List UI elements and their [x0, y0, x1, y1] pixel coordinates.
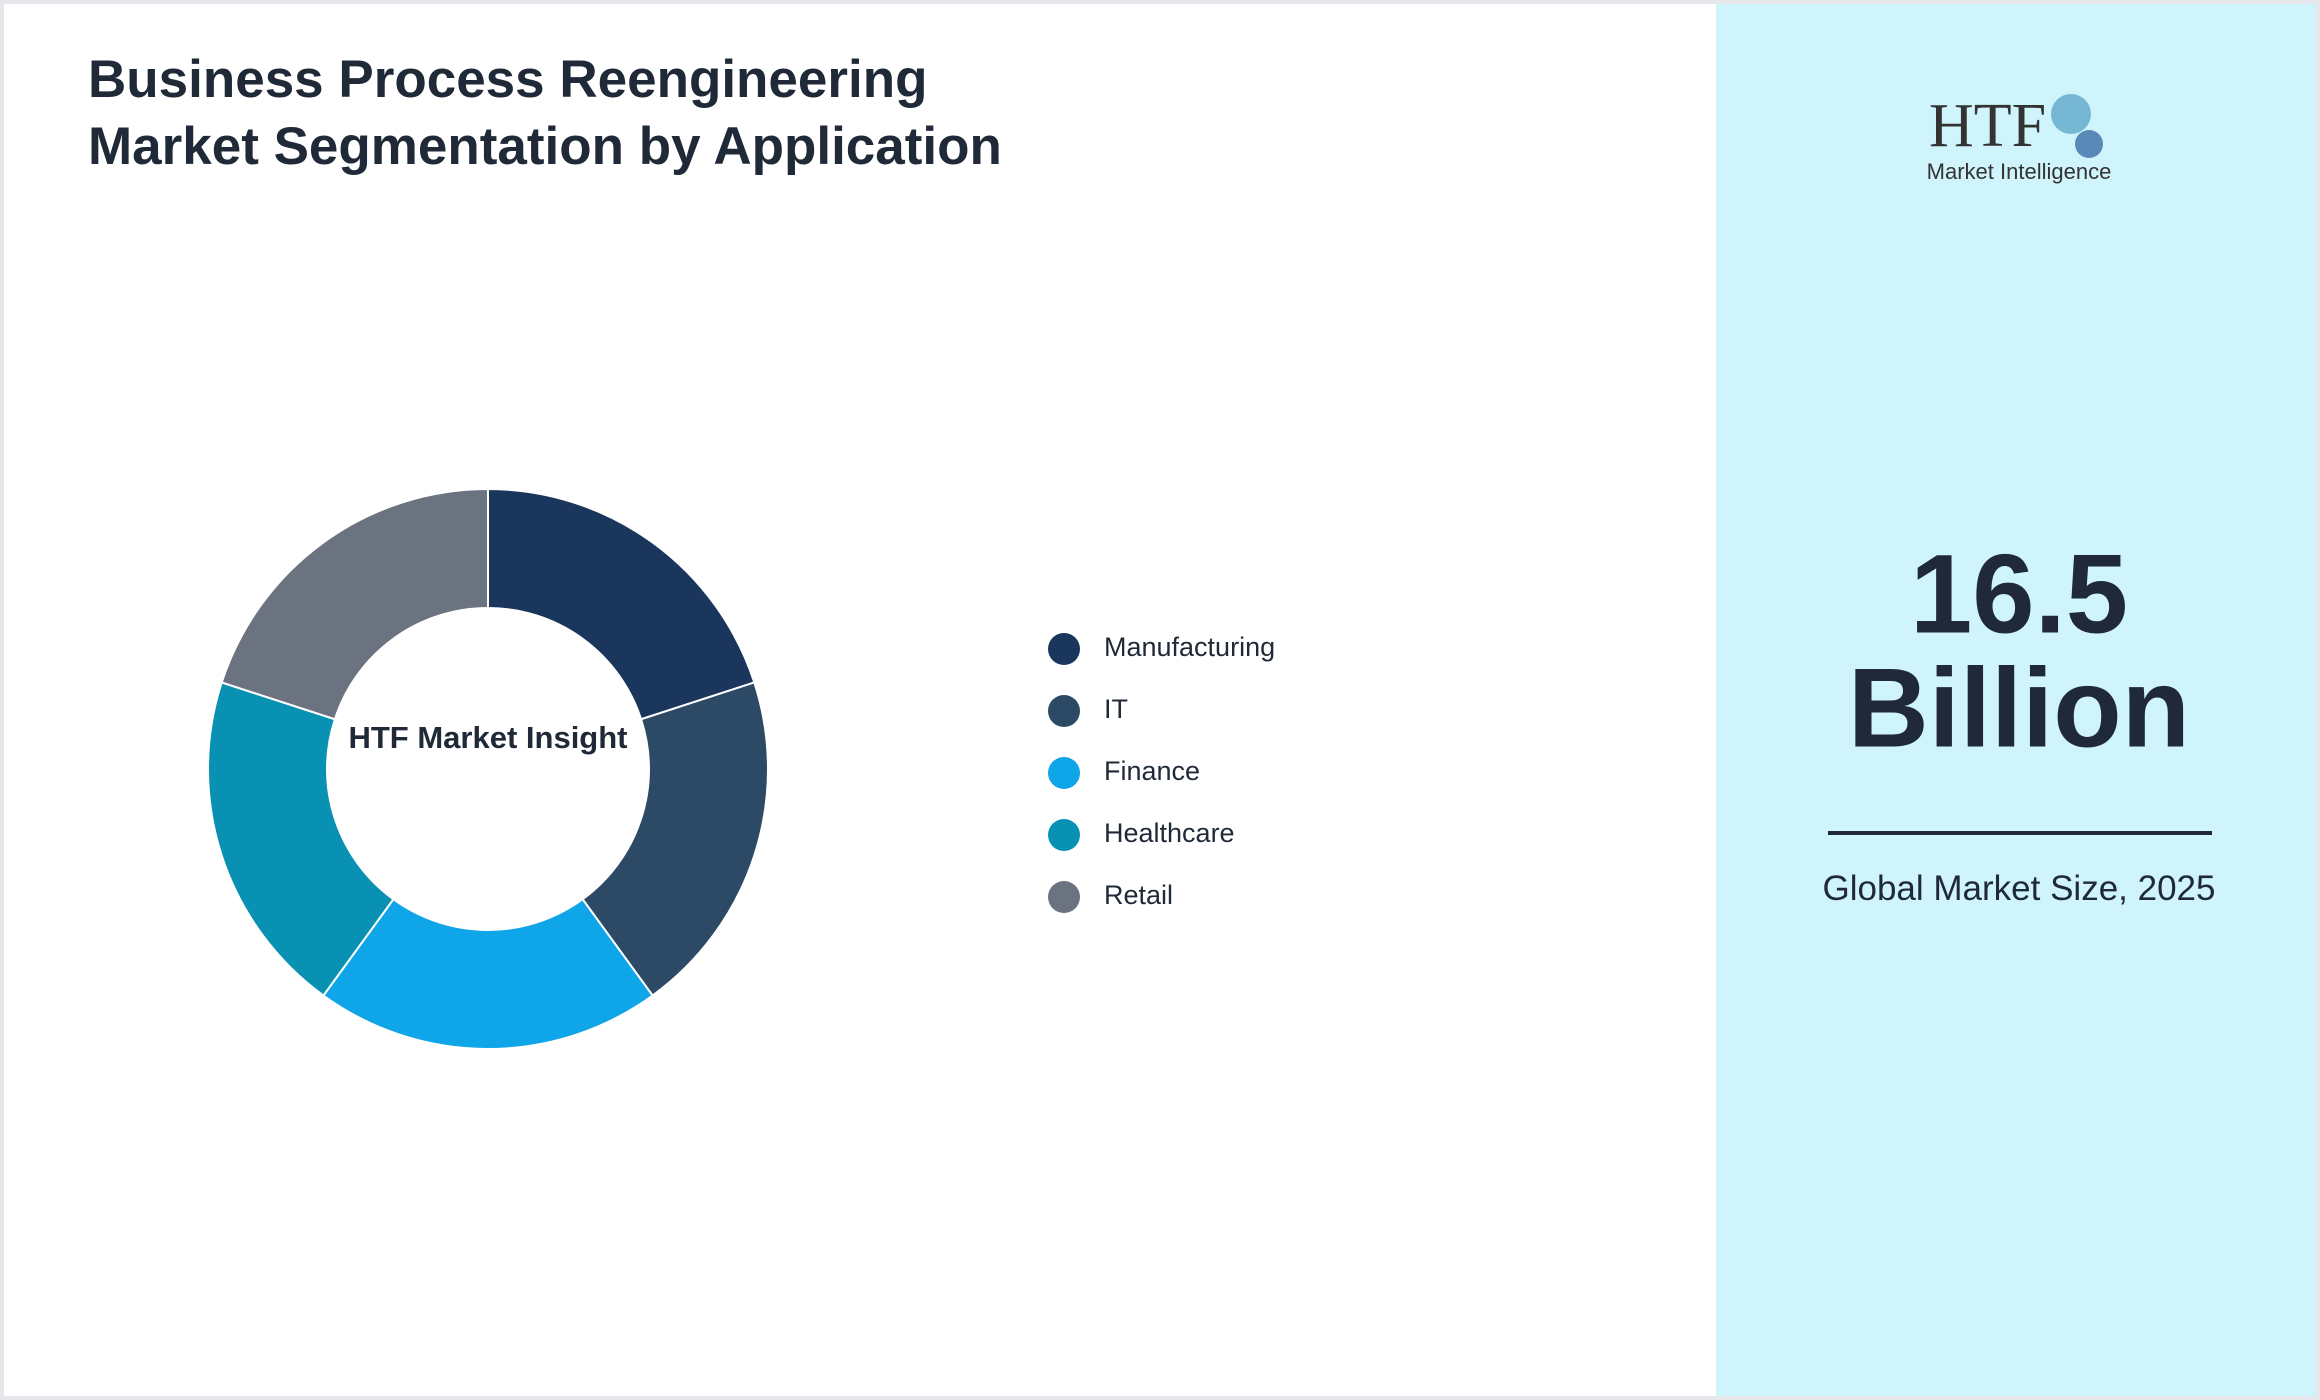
sidebar: [1716, 4, 2316, 1396]
logo-icon: [2075, 130, 2103, 158]
legend-label: Healthcare: [1104, 818, 1235, 848]
market-value: 16.5: [1910, 532, 2128, 657]
donut-segment: [581, 681, 769, 997]
logo-text: Market Intelligence: [1927, 159, 2112, 184]
legend-label: Finance: [1104, 756, 1200, 786]
caption-box: Global Market Size, 2025: [1822, 869, 2216, 908]
legend-swatch: [1048, 633, 1080, 665]
center-box: HTF Market Insight: [348, 720, 628, 755]
chart: HTF Market Intelligence 16.5 Billion Glo…: [207, 92, 2216, 1051]
donut-segment: [207, 681, 395, 997]
logo-mark: HTF: [1929, 92, 2046, 160]
caption: Global Market Size, 2025: [1822, 869, 2216, 908]
legend-label: Retail: [1104, 880, 1173, 910]
legend-swatch: [1048, 757, 1080, 789]
logo-icon: [2051, 94, 2091, 134]
legend-label: IT: [1104, 694, 1128, 724]
market-unit: Billion: [1848, 646, 2190, 771]
legend-swatch: [1048, 881, 1080, 913]
legend-label: Manufacturing: [1104, 632, 1275, 662]
legend-swatch: [1048, 695, 1080, 727]
donut-segment: [487, 487, 756, 721]
chart-title: Business Process Reengineering Market Se…: [88, 50, 1002, 176]
center-label: HTF Market Insight: [348, 720, 628, 755]
donut-segment: [220, 487, 489, 721]
logo: HTF Market Intelligence: [1927, 92, 2112, 184]
legend-swatch: [1048, 819, 1080, 851]
donut-segment: [322, 897, 654, 1051]
